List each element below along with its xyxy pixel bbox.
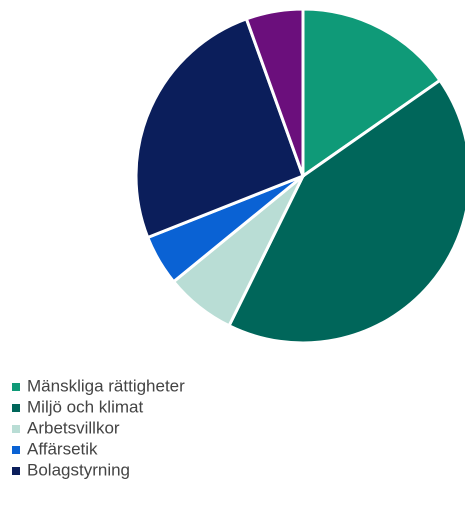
- legend-swatch: [12, 404, 20, 412]
- legend-label: Arbetsvillkor: [27, 418, 120, 437]
- legend-label: Affärsetik: [27, 439, 98, 458]
- legend-swatch: [12, 467, 20, 475]
- legend-label: Miljö och klimat: [27, 397, 143, 416]
- pie-slice: [227, 78, 465, 345]
- legend-swatch: [12, 383, 20, 391]
- legend-label: Bolagstyrning: [27, 460, 130, 479]
- pie-slice: [244, 7, 305, 177]
- legend-swatch: [12, 425, 20, 433]
- pie-slice: [134, 16, 305, 240]
- legend-swatch: [12, 446, 20, 454]
- legend-label: Mänskliga rättigheter: [27, 376, 185, 395]
- pie-slice: [301, 7, 443, 179]
